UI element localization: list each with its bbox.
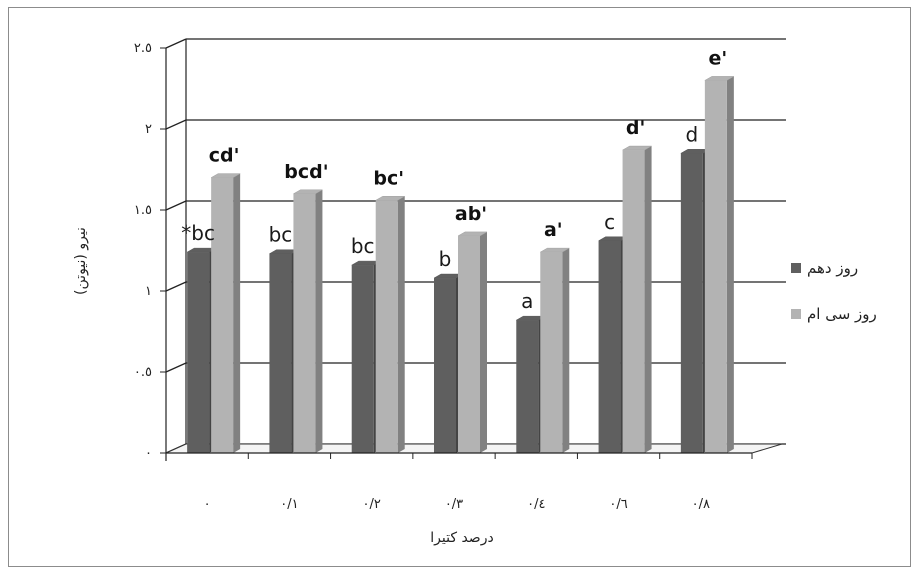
bar-day10 (351, 265, 374, 453)
bar-day30 (704, 80, 727, 454)
x-tick-label: ٠/٦ (609, 497, 627, 512)
gridline-depth (165, 362, 187, 373)
data-label-day10: a (521, 289, 533, 313)
legend: روز دهم روز سی ام (791, 259, 877, 323)
bar-day30 (211, 177, 234, 453)
bar-day10 (269, 253, 292, 453)
axes: ٠ ٠.٥ ١ ١.٥ ٢ ٢.٥ ٠ ٠/١ ٠/٢ ٠/٣ ٠/٤ ٠/٦ ٠/٨ (134, 39, 753, 512)
gridline-depth (165, 38, 187, 49)
legend-swatch-day10 (791, 263, 801, 273)
bar-day30-side (726, 76, 734, 454)
data-label-day30: e' (709, 47, 728, 69)
bar-day30-side (397, 196, 405, 453)
legend-swatch-day30 (791, 309, 801, 319)
bar-day30-side (562, 248, 570, 453)
bar-day10 (434, 278, 456, 453)
gridline-depth (165, 200, 187, 211)
data-label-day30: bc' (373, 167, 404, 189)
bar-day30-side (233, 173, 241, 453)
y-tick-label: ١ (145, 284, 152, 299)
data-label-day10: bc (351, 234, 375, 258)
data-label-day10: d (686, 122, 699, 146)
y-tick-label: ١.٥ (134, 203, 152, 218)
legend-label-day30: روز سی ام (807, 305, 877, 323)
x-axis-title: درصد کتیرا (430, 530, 493, 546)
y-axis-title: نیرو (نیوتن) (73, 227, 89, 295)
y-tick-label: ٠ (145, 446, 152, 461)
x-tick-label: ٠ (204, 497, 211, 512)
chart-frame: *bc cd' bc bcd' bc bc' b ab' a a' c d' d e' ٠ ٠.٥ ١ ١.٥ ٢… (8, 7, 911, 567)
data-label-day30: ab' (455, 203, 487, 225)
bar-day30 (293, 193, 316, 454)
bar-day30-side (315, 189, 323, 454)
bar-day30-side (480, 231, 487, 453)
y-tick-label: ٢.٥ (134, 41, 152, 56)
data-label-day10: c (604, 210, 615, 234)
bars (186, 76, 735, 454)
data-label-day10: bc (269, 223, 293, 247)
data-label-day10: *bc (181, 221, 215, 245)
legend-label-day10: روز دهم (807, 259, 858, 277)
bar-day30 (458, 235, 480, 453)
x-tick-label: ٠/٨ (692, 497, 710, 512)
bar-day30 (375, 200, 398, 453)
y-tick-label: ٢ (145, 122, 152, 137)
data-label-day30: a' (544, 219, 563, 241)
bar-day30-side (644, 146, 652, 453)
data-label-day30: bcd' (284, 161, 328, 183)
bar-day30 (622, 150, 645, 453)
bar-day30 (540, 252, 563, 453)
data-label-day10: b (439, 247, 452, 271)
bar-day10 (516, 320, 539, 453)
data-label-day30: d' (626, 117, 645, 139)
bar-day10 (598, 240, 621, 453)
bar-day10 (187, 252, 210, 453)
data-label-day30: cd' (209, 145, 240, 167)
gridline-depth (165, 281, 187, 292)
x-tick-label: ٠/٤ (527, 497, 545, 512)
bar-day10 (680, 153, 703, 454)
x-tick-label: ٠/٢ (363, 497, 381, 512)
x-tick-label: ٠/٣ (445, 497, 463, 512)
x-tick-label: ٠/١ (280, 497, 298, 512)
y-tick-label: ٠.٥ (134, 365, 152, 380)
gridline-depth (165, 119, 187, 130)
